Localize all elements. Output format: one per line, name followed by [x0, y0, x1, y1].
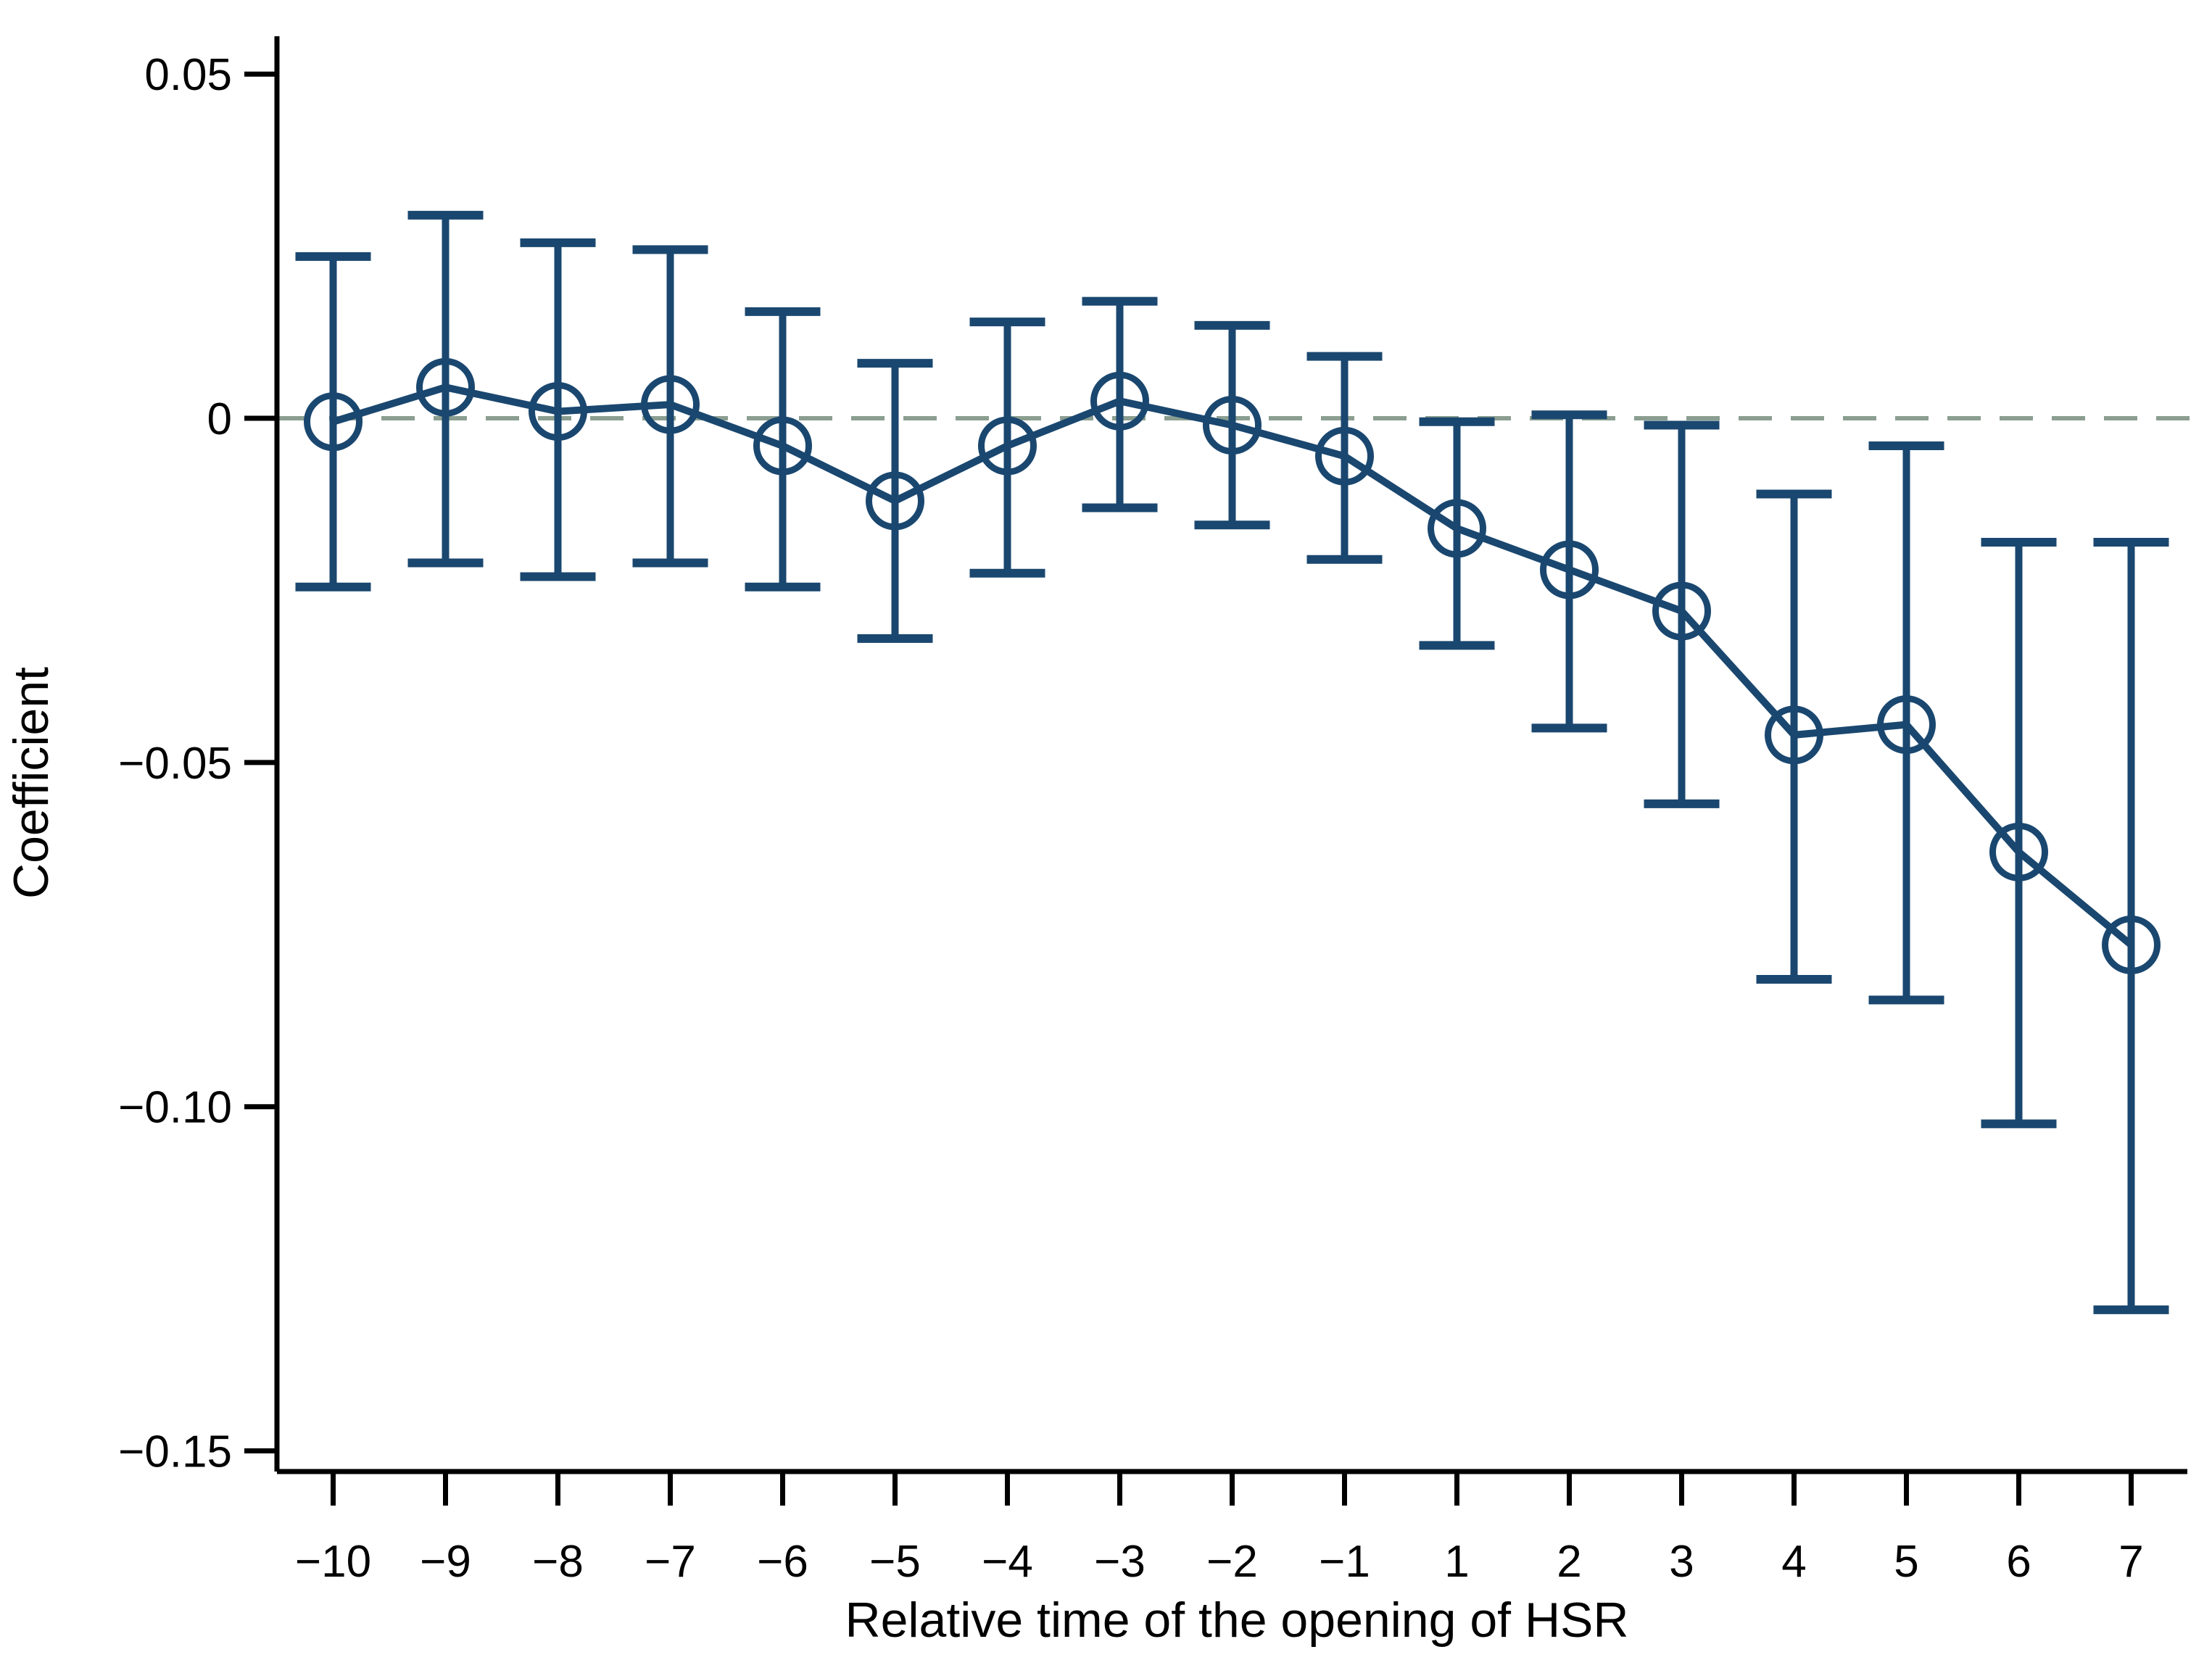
- x-axis-tick-label: 3: [1669, 1537, 1694, 1587]
- data-point-marker: [304, 392, 363, 452]
- x-axis-tick-label: −3: [1094, 1537, 1146, 1587]
- data-point-marker: [1090, 371, 1149, 431]
- series-line: [332, 383, 2134, 948]
- data-point-marker: [1540, 540, 1599, 599]
- data-point-marker: [1315, 426, 1374, 486]
- y-axis-tick-label: 0.05: [144, 50, 232, 100]
- data-point-marker: [866, 471, 924, 531]
- y-axis-tick-label: −0.10: [118, 1083, 232, 1133]
- x-axis-tick-label: −7: [645, 1537, 696, 1587]
- data-point-marker: [1989, 822, 2048, 881]
- data-point-marker: [1652, 581, 1711, 641]
- x-axis-tick-label: −10: [295, 1537, 371, 1587]
- x-axis-tick-label: 1: [1444, 1537, 1469, 1587]
- x-axis-tick-label: 7: [2118, 1537, 2143, 1587]
- x-axis-tick-label: −2: [1206, 1537, 1258, 1587]
- data-point-marker: [1877, 695, 1936, 755]
- x-axis-title: Relative time of the opening of HSR: [845, 1593, 1628, 1648]
- x-axis-tick-label: 6: [2006, 1537, 2031, 1587]
- data-point-marker: [1765, 705, 1823, 765]
- series-layer: [295, 210, 2169, 1314]
- y-axis-tick-label: −0.05: [118, 739, 232, 789]
- x-axis-tick-label: −4: [982, 1537, 1033, 1587]
- x-axis-tick-label: 2: [1557, 1537, 1581, 1587]
- x-axis-tick-label: 4: [1781, 1537, 1806, 1587]
- data-point-marker: [1203, 396, 1262, 455]
- data-point-marker: [1428, 499, 1486, 558]
- x-axis-tick-label: −9: [420, 1537, 471, 1587]
- x-axis-tick-label: −1: [1319, 1537, 1370, 1587]
- x-axis-tick-label: −6: [757, 1537, 808, 1587]
- y-axis-tick-label: 0: [207, 394, 232, 444]
- x-axis-tick-label: 5: [1894, 1537, 1918, 1587]
- x-axis-tick-label: −5: [869, 1537, 921, 1587]
- y-axis-title: Coefficient: [4, 667, 59, 899]
- data-point-marker: [978, 416, 1037, 476]
- data-point-marker: [753, 416, 812, 476]
- axes-layer: 0.05 0 −0.05 −0.10 −0.15 −10 −9 −8 −7 −6 −5 −4 −3 −2 −…: [118, 36, 2187, 1587]
- data-point-marker: [416, 357, 475, 417]
- x-axis-tick-label: −8: [532, 1537, 584, 1587]
- data-point-marker: [641, 375, 700, 434]
- data-point-marker: [529, 382, 587, 441]
- data-point-marker: [2102, 916, 2161, 975]
- y-axis-tick-label: −0.15: [118, 1427, 232, 1477]
